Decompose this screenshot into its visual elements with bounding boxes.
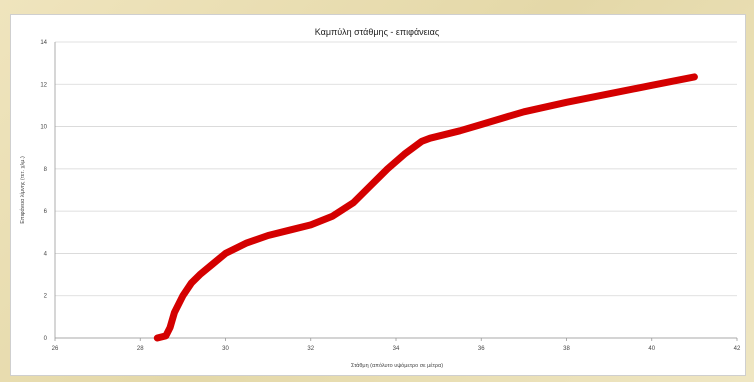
- y-tick-label: 4: [44, 251, 48, 257]
- x-tick-label: 32: [307, 346, 314, 352]
- y-axis-label: Επιφάνεια λίμνης (τετ. χλμ.): [19, 156, 26, 224]
- axes: [54, 42, 738, 341]
- chart-panel: [10, 14, 746, 376]
- series-line: [153, 73, 698, 342]
- x-tick-label: 42: [734, 346, 741, 352]
- chart-title: Καμπύλη στάθμης - επιφάνειας: [315, 27, 440, 37]
- series: [153, 73, 698, 342]
- y-tick-label: 0: [44, 336, 48, 342]
- x-tick-label: 40: [648, 346, 655, 352]
- x-tick-label: 30: [222, 346, 229, 352]
- y-tick-label: 14: [40, 40, 47, 46]
- x-tick-label: 36: [478, 346, 485, 352]
- x-tick-label: 38: [563, 346, 570, 352]
- x-axis-label: Στάθμη (απόλυτο υψόμετρο σε μέτρα): [351, 362, 443, 369]
- x-tick-label: 26: [52, 346, 59, 352]
- y-tick-label: 12: [40, 82, 47, 88]
- y-tick-label: 6: [44, 209, 48, 215]
- y-tick-label: 2: [44, 294, 48, 300]
- y-tick-label: 10: [40, 125, 47, 131]
- y-tick-label: 8: [44, 167, 48, 173]
- y-ticks: 0 2 4 6 8 10 12 14: [40, 40, 47, 342]
- x-ticks: 26 28 30 32 34 36 38 40 42: [52, 346, 741, 352]
- x-tick-label: 34: [393, 346, 400, 352]
- grid: [55, 41, 737, 339]
- x-tick-label: 28: [137, 346, 144, 352]
